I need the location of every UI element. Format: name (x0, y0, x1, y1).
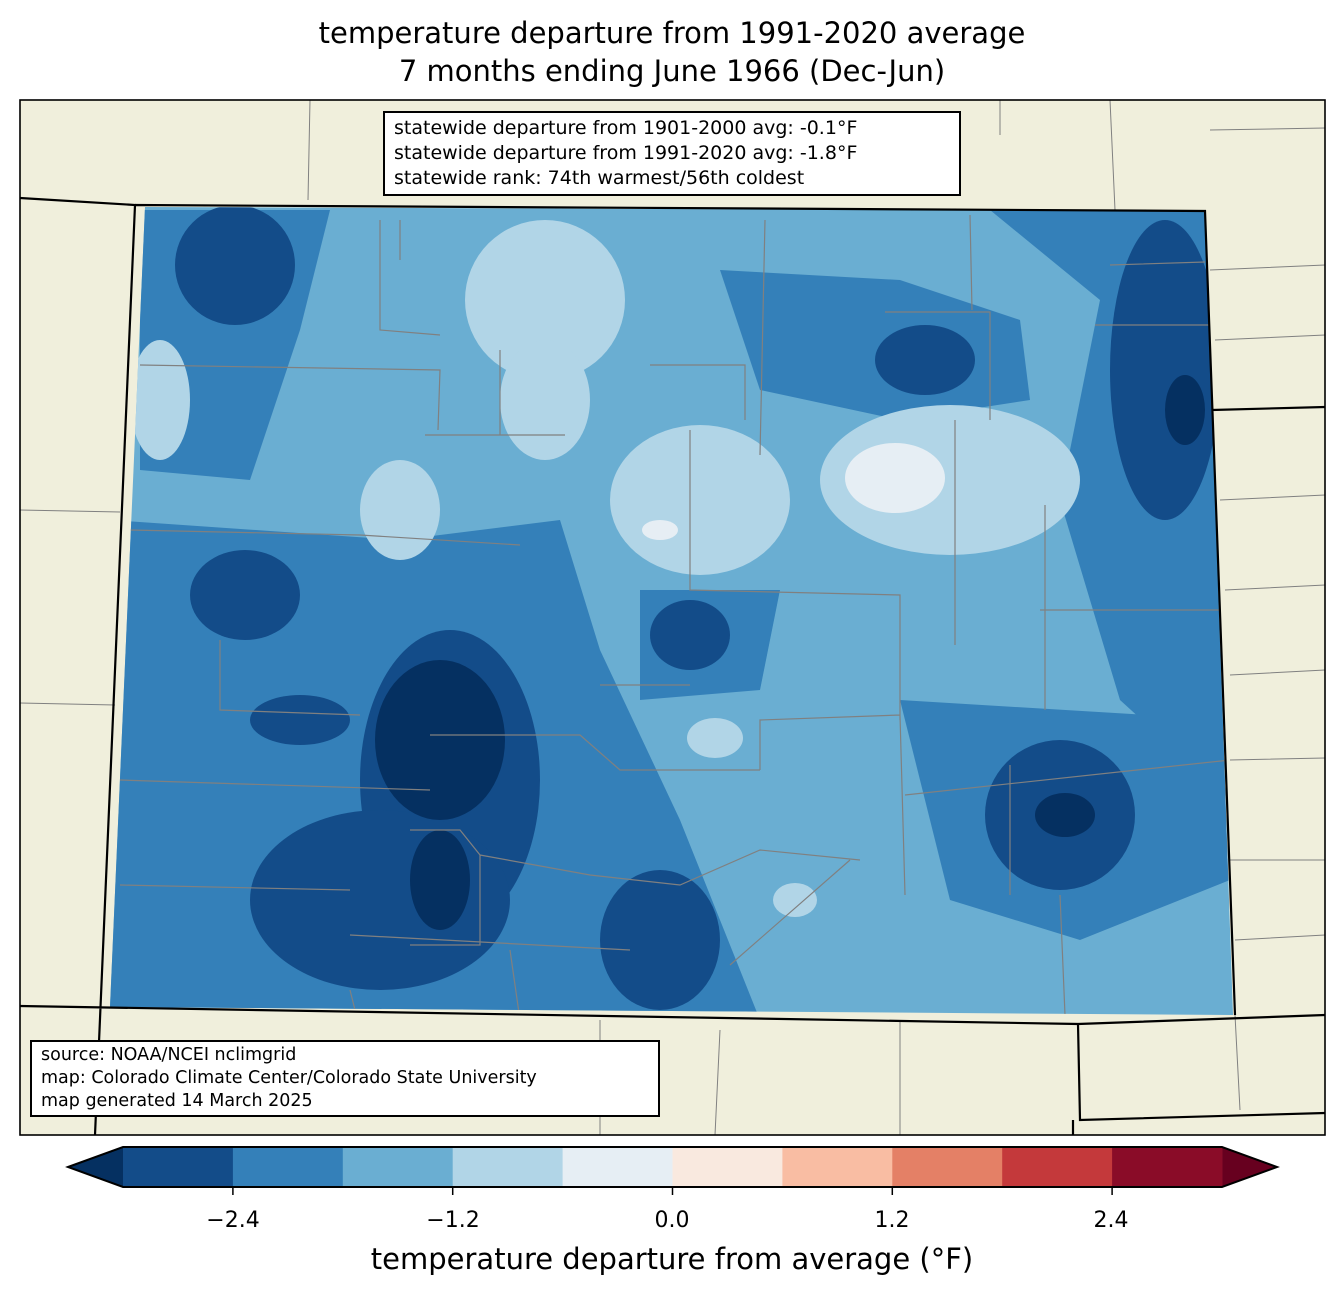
colorbar-segment (123, 1147, 234, 1187)
colorbar-segment (342, 1147, 454, 1187)
colorbar-tick-label: 1.2 (874, 1208, 910, 1233)
colorbar-outline (65, 1146, 1280, 1188)
title-line-2: 7 months ending June 1966 (Dec-Jun) (398, 54, 946, 88)
colorbar-segment (562, 1147, 673, 1187)
colorbar-tick-label: −2.4 (206, 1208, 260, 1233)
colorbar-segment (782, 1147, 893, 1187)
source-line-1: source: NOAA/NCEI nclimgrid (41, 1045, 297, 1065)
title-line-1: temperature departure from 1991-2020 ave… (318, 16, 1026, 50)
colorbar-segment (232, 1147, 344, 1187)
colorbar-segment (1112, 1147, 1223, 1187)
colorbar-segment (1002, 1147, 1113, 1187)
source-line-2: map: Colorado Climate Center/Colorado St… (41, 1068, 537, 1088)
colorbar (65, 1146, 1280, 1195)
stats-box: statewide departure from 1901-2000 avg: … (383, 111, 961, 196)
colorbar-segment (892, 1147, 1003, 1187)
source-box: source: NOAA/NCEI nclimgrid map: Colorad… (30, 1040, 660, 1117)
map-frame (19, 99, 1326, 1136)
colorbar-tick-label: −1.2 (426, 1208, 480, 1233)
colorbar-segment (452, 1147, 564, 1187)
temperature-contours (110, 207, 1233, 1015)
stats-line-3: statewide rank: 74th warmest/56th coldes… (394, 167, 805, 189)
stats-line-2: statewide departure from 1991-2020 avg: … (394, 142, 858, 164)
source-line-3: map generated 14 March 2025 (41, 1091, 313, 1111)
colorbar-label: temperature departure from average (°F) (370, 1242, 974, 1276)
colorbar-under-arrow (68, 1147, 123, 1187)
county-lines (119, 214, 1231, 1015)
colorbar-over-arrow (1222, 1147, 1277, 1187)
stats-line-1: statewide departure from 1901-2000 avg: … (394, 117, 858, 139)
colorbar-tick-label: 0.0 (654, 1208, 690, 1233)
colorbar-segment (672, 1147, 783, 1187)
state-borders (20, 196, 1325, 1135)
colorbar-tick-label: 2.4 (1093, 1208, 1129, 1233)
